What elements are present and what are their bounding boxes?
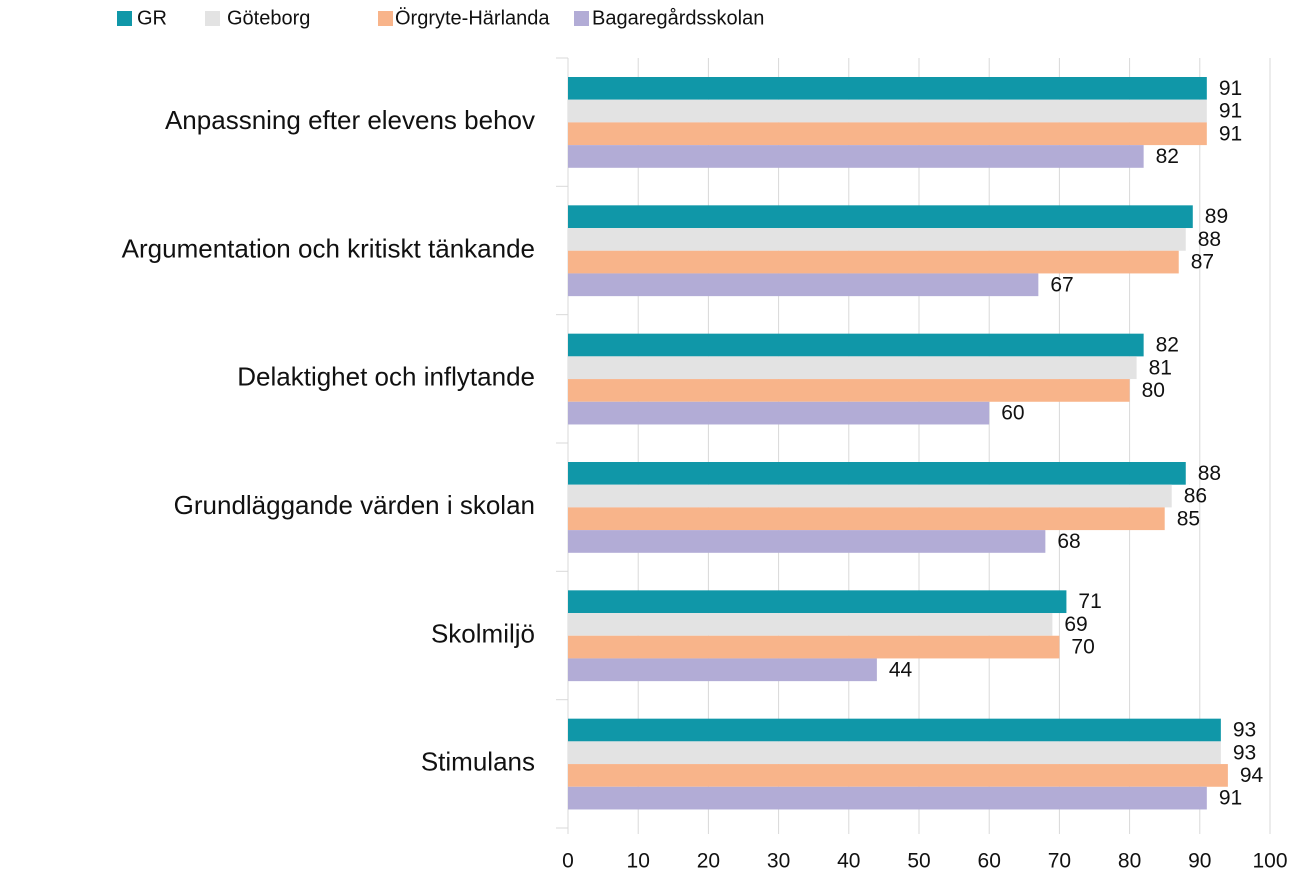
bar [568, 77, 1207, 100]
value-label: 93 [1233, 741, 1256, 764]
legend-label: GR [137, 7, 167, 29]
bar [568, 613, 1053, 636]
legend-swatch [574, 11, 589, 26]
value-label: 80 [1142, 379, 1165, 402]
bar [568, 741, 1221, 765]
value-label: 88 [1198, 462, 1221, 485]
value-label: 82 [1156, 145, 1179, 168]
bar [568, 764, 1228, 787]
x-tick-label: 20 [697, 850, 720, 873]
bar [568, 228, 1186, 251]
bar [568, 507, 1165, 531]
value-label: 60 [1001, 402, 1024, 425]
value-label: 81 [1149, 356, 1172, 379]
bar [568, 99, 1207, 123]
value-label: 94 [1240, 764, 1264, 787]
x-tick-label: 30 [767, 850, 790, 873]
value-label: 91 [1219, 77, 1242, 100]
value-label: 86 [1184, 485, 1207, 508]
legend-swatch [378, 11, 393, 26]
value-label: 67 [1050, 273, 1073, 296]
value-label: 71 [1078, 590, 1101, 613]
category-label: Argumentation och kritiskt tänkande [122, 233, 535, 263]
bar [568, 484, 1172, 508]
bar [568, 786, 1207, 810]
bar [568, 250, 1179, 274]
legend-label: Bagaregårdsskolan [592, 7, 764, 29]
value-label: 91 [1219, 787, 1242, 810]
value-label: 68 [1057, 530, 1080, 553]
value-label: 69 [1064, 613, 1087, 636]
x-tick-label: 70 [1048, 850, 1071, 873]
bar [568, 205, 1193, 229]
bar [568, 273, 1039, 297]
x-tick-label: 50 [907, 850, 930, 873]
category-label: Grundläggande värden i skolan [174, 490, 535, 520]
value-label: 87 [1191, 251, 1214, 274]
bar [568, 530, 1046, 553]
x-tick-label: 100 [1252, 850, 1287, 873]
bar [568, 590, 1067, 614]
category-label: Delaktighet och inflytande [237, 362, 535, 392]
bar [568, 635, 1060, 659]
value-label: 44 [889, 658, 913, 681]
value-label: 70 [1071, 636, 1094, 659]
category-label: Anpassning efter elevens behov [165, 105, 535, 135]
x-tick-label: 0 [562, 850, 574, 873]
value-label: 93 [1233, 719, 1256, 742]
legend-label: Örgryte-Härlanda [395, 7, 550, 29]
x-tick-label: 60 [978, 850, 1001, 873]
bar [568, 145, 1144, 168]
bar [568, 462, 1186, 485]
x-tick-label: 40 [837, 850, 860, 873]
bar [568, 401, 990, 425]
bar [568, 122, 1207, 146]
x-tick-label: 10 [627, 850, 650, 873]
bar [568, 379, 1130, 402]
legend-swatch [205, 11, 220, 26]
bar [568, 718, 1221, 742]
bar [568, 333, 1144, 357]
value-label: 85 [1177, 507, 1200, 530]
value-label: 82 [1156, 334, 1179, 357]
x-tick-label: 90 [1188, 850, 1211, 873]
value-label: 88 [1198, 228, 1221, 251]
value-label: 91 [1219, 122, 1242, 145]
value-label: 89 [1205, 205, 1228, 228]
x-tick-label: 80 [1118, 850, 1141, 873]
bar [568, 658, 877, 682]
legend-label: Göteborg [227, 7, 310, 29]
bar [568, 356, 1137, 380]
category-label: Stimulans [421, 747, 535, 777]
value-label: 91 [1219, 100, 1242, 123]
legend-swatch [117, 11, 132, 26]
category-label: Skolmiljö [431, 618, 535, 648]
